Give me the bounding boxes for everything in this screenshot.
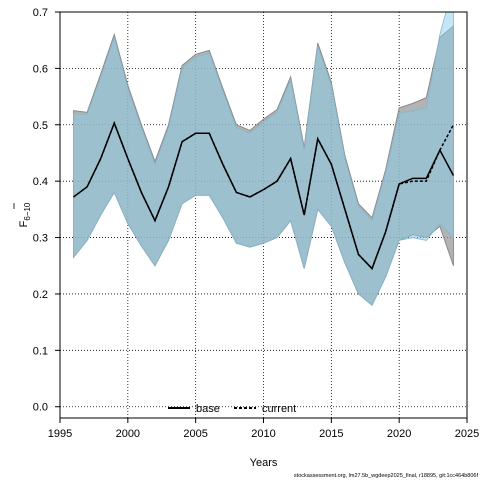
y-axis-label: F6−10 bbox=[13, 202, 32, 227]
x-tick-label-2: 2005 bbox=[183, 428, 207, 440]
y-tick-label-5: 0.5 bbox=[33, 120, 48, 132]
y-tick-label-6: 0.6 bbox=[33, 63, 48, 75]
axis-ticks: 1995 2000 2005 2010 2015 2020 2025 0.0 0.1 0.2 0.3… bbox=[33, 7, 480, 440]
y-axis-label-subscript: 6−10 bbox=[23, 202, 32, 221]
y-tick-label-3: 0.3 bbox=[33, 233, 48, 245]
x-tick-label-3: 2010 bbox=[251, 428, 275, 440]
x-tick-label-4: 2015 bbox=[319, 428, 343, 440]
legend: base current bbox=[168, 403, 296, 415]
line-current bbox=[73, 120, 455, 270]
legend-label-current: current bbox=[262, 403, 296, 415]
x-tick-label-1: 2000 bbox=[116, 428, 140, 440]
y-tick-label-2: 0.2 bbox=[33, 289, 48, 301]
series-lines bbox=[73, 120, 455, 270]
x-tick-label-5: 2020 bbox=[387, 428, 411, 440]
x-axis-label: Years bbox=[250, 457, 278, 469]
y-tick-label-1: 0.1 bbox=[33, 345, 48, 357]
legend-label-base: base bbox=[196, 403, 220, 415]
x-tick-label-6: 2025 bbox=[455, 428, 479, 440]
svg-text:F6−10: F6−10 bbox=[18, 202, 32, 227]
y-tick-label-7: 0.7 bbox=[33, 7, 48, 19]
y-tick-label-4: 0.4 bbox=[33, 176, 48, 188]
confidence-bands bbox=[73, 12, 454, 307]
y-axis-label-main: F bbox=[18, 220, 30, 227]
footer-text: stockassessment.org, lm27.5b_wgdeep2025_… bbox=[294, 473, 479, 479]
x-tick-label-0: 1995 bbox=[48, 428, 72, 440]
band-current bbox=[73, 12, 454, 306]
y-tick-label-0: 0.0 bbox=[33, 402, 48, 414]
